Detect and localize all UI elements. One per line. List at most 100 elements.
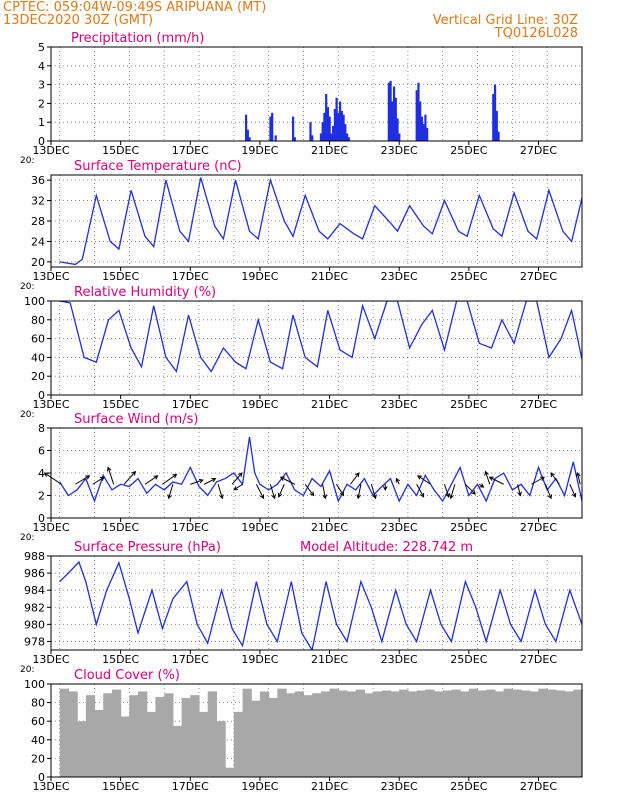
y-tick-label: 988 bbox=[24, 550, 45, 563]
x-tick-label: 13DEC bbox=[32, 521, 69, 534]
axis-fragment-label: 20: bbox=[20, 410, 34, 420]
cloud-bar bbox=[251, 700, 261, 777]
x-tick-label: 27DEC bbox=[520, 521, 557, 534]
cloud-bar bbox=[460, 691, 470, 777]
precip-bar bbox=[269, 116, 272, 141]
wind-vector-head bbox=[488, 476, 494, 481]
cloud-bar bbox=[373, 691, 383, 777]
cloud-bar bbox=[172, 725, 183, 777]
cloud-bar bbox=[111, 689, 122, 777]
y-tick-label: 40 bbox=[31, 734, 45, 747]
cloud-bar bbox=[277, 688, 287, 777]
precip-bar bbox=[271, 112, 274, 141]
x-tick-label: 25DEC bbox=[450, 780, 487, 793]
y-tick-label: 100 bbox=[24, 678, 45, 691]
precip-bar bbox=[493, 84, 497, 141]
x-tick-label: 17DEC bbox=[172, 144, 209, 157]
rh-panel: 0 20 40 60 80 100 13DEC 15DEC 17DEC 19DEC 21DEC 23D… bbox=[20, 285, 583, 420]
wind-vector-head bbox=[198, 478, 204, 484]
cloud-bar bbox=[312, 693, 322, 777]
precip-bar bbox=[426, 127, 429, 141]
precip-bar bbox=[326, 107, 330, 141]
temp-title: Surface Temperature (nC) bbox=[74, 159, 242, 174]
precip-bar bbox=[344, 124, 347, 141]
y-tick-label: 20 bbox=[31, 752, 45, 765]
precip-bar bbox=[342, 114, 345, 141]
x-tick-label: 15DEC bbox=[102, 270, 139, 283]
precip-bar bbox=[244, 114, 248, 141]
cloud-bar bbox=[242, 688, 252, 777]
precip-bar bbox=[417, 82, 420, 141]
wind-vector-head bbox=[167, 494, 172, 500]
cloud-bar bbox=[555, 690, 566, 777]
x-tick-label: 21DEC bbox=[311, 780, 348, 793]
precip-bar bbox=[415, 90, 418, 141]
cloud-bar bbox=[198, 711, 209, 777]
x-tick-label: 17DEC bbox=[172, 270, 209, 283]
rh-series-line bbox=[59, 301, 582, 374]
cloud-bar bbox=[494, 691, 505, 777]
axis-fragment-label: 20: bbox=[20, 156, 34, 166]
precip-bar bbox=[394, 97, 397, 141]
cloud-bar bbox=[329, 688, 339, 777]
wind-vector-head bbox=[99, 476, 105, 481]
wind-vector bbox=[350, 472, 360, 485]
wind-vector bbox=[370, 484, 377, 499]
wind-vector-head bbox=[547, 494, 553, 500]
x-tick-label: 21DEC bbox=[311, 653, 348, 666]
y-tick-label: 100 bbox=[24, 295, 45, 308]
y-tick-label: 1 bbox=[38, 116, 45, 129]
x-tick-label: 25DEC bbox=[450, 144, 487, 157]
cloud-bar bbox=[451, 689, 461, 777]
wind-vector-head bbox=[237, 472, 243, 478]
wind-vector bbox=[280, 476, 295, 485]
y-tick-label: 80 bbox=[31, 314, 45, 327]
wind-vector-head bbox=[571, 492, 577, 498]
precip-bar bbox=[246, 129, 249, 141]
precip-bar bbox=[420, 116, 424, 141]
wind-vector bbox=[278, 484, 285, 498]
cloud-bar bbox=[155, 697, 165, 777]
wind-vector-head bbox=[106, 466, 112, 472]
precip-bar bbox=[392, 86, 396, 141]
wind-vector-head bbox=[172, 473, 178, 479]
cloud-bar bbox=[477, 690, 487, 777]
wind-vector bbox=[357, 484, 362, 499]
x-tick-label: 13DEC bbox=[32, 653, 69, 666]
wind-vector-head bbox=[575, 472, 581, 478]
y-tick-label: 3 bbox=[38, 79, 45, 92]
x-tick-label: 27DEC bbox=[520, 270, 557, 283]
x-tick-label: 19DEC bbox=[241, 521, 278, 534]
cloud-bar bbox=[138, 691, 148, 777]
x-tick-label: 13DEC bbox=[32, 270, 69, 283]
x-tick-label: 25DEC bbox=[450, 398, 487, 411]
cloud-bar bbox=[68, 691, 78, 777]
wind-vector bbox=[255, 484, 264, 499]
wind-vector-head bbox=[355, 472, 360, 478]
wind-vector-head bbox=[233, 486, 239, 491]
temp-panel: 20 24 28 32 36 13DEC 15DEC 17DEC 19DEC 21DEC 23DEC… bbox=[20, 159, 583, 292]
y-tick-label: 4 bbox=[38, 60, 45, 73]
wind-vector bbox=[443, 484, 450, 498]
cloud-bar bbox=[425, 689, 435, 777]
wind-vector bbox=[465, 483, 476, 495]
cloud-bar bbox=[164, 693, 174, 777]
precip-bar bbox=[248, 137, 251, 141]
wind-vector bbox=[269, 484, 276, 499]
cloud-bar bbox=[364, 693, 374, 777]
x-tick-label: 19DEC bbox=[241, 270, 278, 283]
wind-vector-head bbox=[417, 475, 422, 480]
cloud-bar bbox=[303, 695, 313, 777]
x-tick-label: 17DEC bbox=[172, 653, 209, 666]
y-tick-label: 20 bbox=[31, 256, 45, 269]
precip-bar bbox=[389, 80, 392, 141]
wind-vector bbox=[416, 484, 425, 498]
wind-vector bbox=[517, 484, 521, 496]
cloud-bar bbox=[564, 691, 574, 777]
x-tick-label: 17DEC bbox=[172, 398, 209, 411]
precip-bar bbox=[398, 133, 401, 141]
wind-vector bbox=[550, 472, 560, 485]
cloud-bar bbox=[120, 716, 130, 777]
y-tick-label: 40 bbox=[31, 351, 45, 364]
precip-bar bbox=[323, 112, 326, 141]
